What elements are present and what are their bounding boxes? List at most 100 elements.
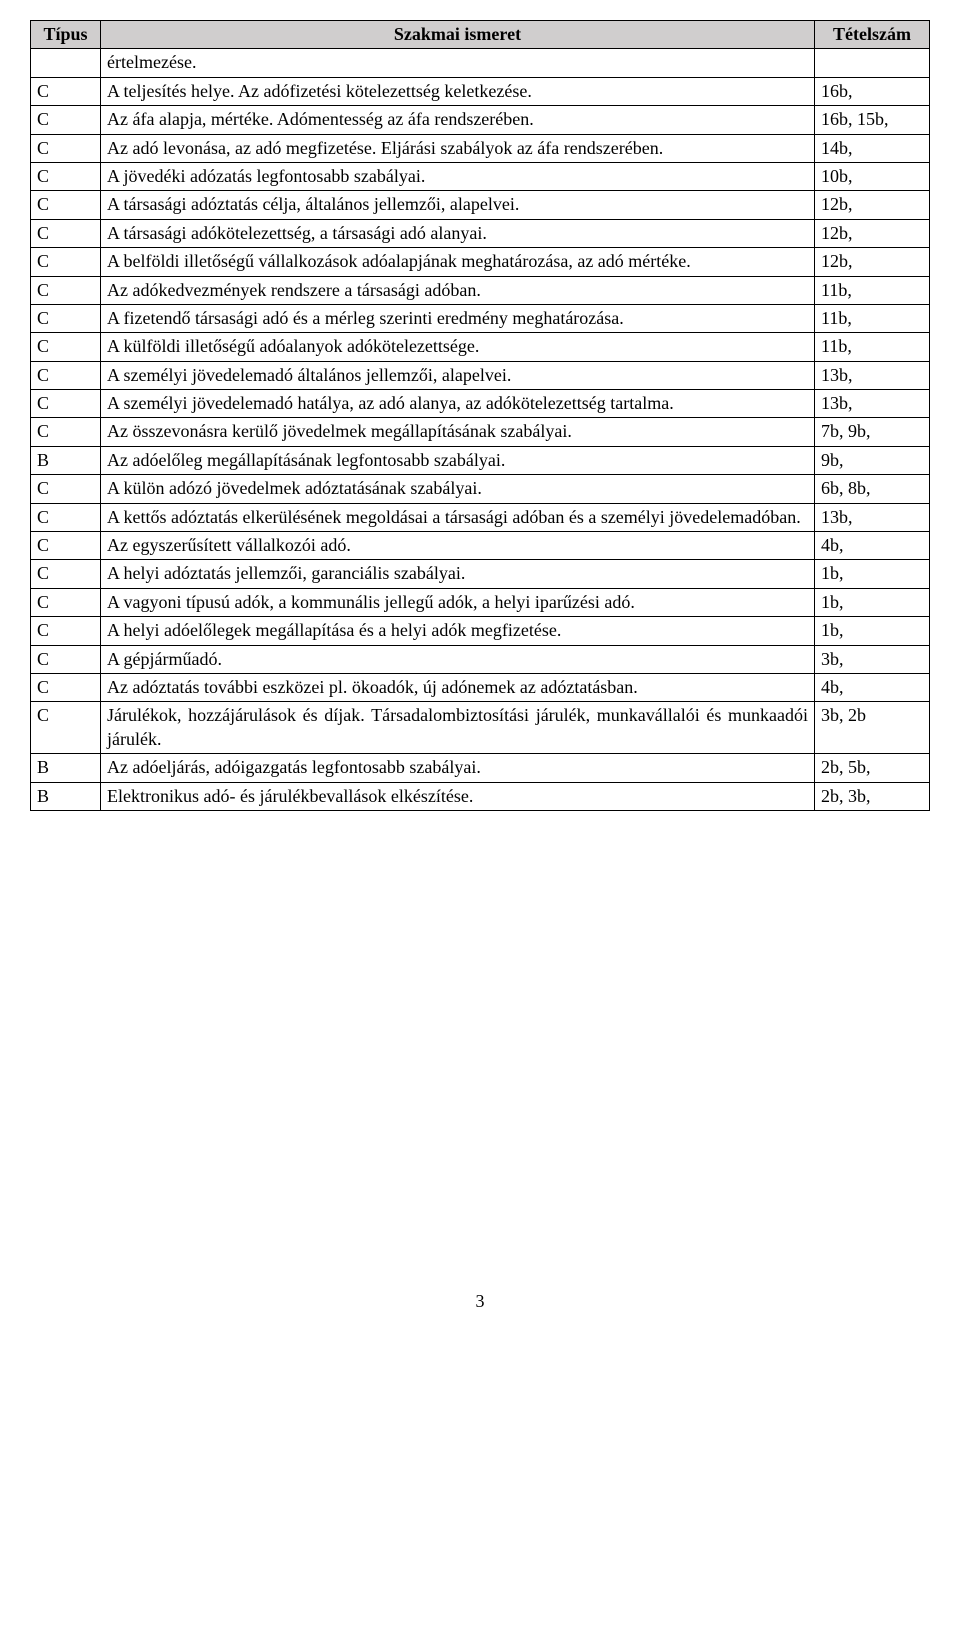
cell-type: C	[31, 645, 101, 673]
table-row: CA társasági adóztatás célja, általános …	[31, 191, 930, 219]
table-row: CAz összevonásra kerülő jövedelmek megál…	[31, 418, 930, 446]
table-row: CA külföldi illetőségű adóalanyok adóköt…	[31, 333, 930, 361]
cell-itemnum: 6b, 8b,	[815, 475, 930, 503]
cell-itemnum: 4b,	[815, 673, 930, 701]
cell-type: C	[31, 304, 101, 332]
cell-itemnum: 12b,	[815, 191, 930, 219]
table-row: CA jövedéki adózatás legfontosabb szabál…	[31, 162, 930, 190]
cell-itemnum: 14b,	[815, 134, 930, 162]
cell-type: C	[31, 588, 101, 616]
cell-itemnum: 16b, 15b,	[815, 106, 930, 134]
cell-type: C	[31, 77, 101, 105]
page-number: 3	[30, 1291, 930, 1312]
cell-itemnum: 11b,	[815, 304, 930, 332]
table-row: CA teljesítés helye. Az adófizetési köte…	[31, 77, 930, 105]
cell-itemnum: 1b,	[815, 560, 930, 588]
cell-subject: A külön adózó jövedelmek adóztatásának s…	[101, 475, 815, 503]
table-row: CA társasági adókötelezettség, a társasá…	[31, 219, 930, 247]
cell-type: C	[31, 617, 101, 645]
cell-itemnum: 1b,	[815, 588, 930, 616]
cell-type: C	[31, 219, 101, 247]
cell-type	[31, 49, 101, 77]
cell-subject: A belföldi illetőségű vállalkozások adóa…	[101, 248, 815, 276]
cell-type: C	[31, 162, 101, 190]
header-type: Típus	[31, 21, 101, 49]
table-row: BAz adóeljárás, adóigazgatás legfontosab…	[31, 754, 930, 782]
cell-itemnum: 1b,	[815, 617, 930, 645]
table-row: CA személyi jövedelemadó általános jelle…	[31, 361, 930, 389]
table-row: CA kettős adóztatás elkerülésének megold…	[31, 503, 930, 531]
cell-subject: A külföldi illetőségű adóalanyok adóköte…	[101, 333, 815, 361]
cell-type: C	[31, 106, 101, 134]
header-itemnum: Tételszám	[815, 21, 930, 49]
cell-itemnum: 13b,	[815, 390, 930, 418]
cell-type: C	[31, 191, 101, 219]
cell-type: C	[31, 532, 101, 560]
cell-subject: A gépjárműadó.	[101, 645, 815, 673]
table-row: értelmezése.	[31, 49, 930, 77]
table-row: CA vagyoni típusú adók, a kommunális jel…	[31, 588, 930, 616]
table-body: értelmezése.CA teljesítés helye. Az adóf…	[31, 49, 930, 811]
cell-subject: Az adóztatás további eszközei pl. ökoadó…	[101, 673, 815, 701]
cell-subject: A vagyoni típusú adók, a kommunális jell…	[101, 588, 815, 616]
table-row: CA személyi jövedelemadó hatálya, az adó…	[31, 390, 930, 418]
cell-type: C	[31, 134, 101, 162]
cell-subject: Az adó levonása, az adó megfizetése. Elj…	[101, 134, 815, 162]
cell-itemnum: 13b,	[815, 361, 930, 389]
cell-subject: Az adóeljárás, adóigazgatás legfontosabb…	[101, 754, 815, 782]
cell-itemnum: 3b, 2b	[815, 702, 930, 754]
table-row: BAz adóelőleg megállapításának legfontos…	[31, 446, 930, 474]
cell-itemnum: 7b, 9b,	[815, 418, 930, 446]
cell-subject: A jövedéki adózatás legfontosabb szabály…	[101, 162, 815, 190]
cell-type: B	[31, 754, 101, 782]
cell-type: C	[31, 276, 101, 304]
main-table: Típus Szakmai ismeret Tételszám értelmez…	[30, 20, 930, 811]
cell-itemnum: 9b,	[815, 446, 930, 474]
cell-subject: Az adókedvezmények rendszere a társasági…	[101, 276, 815, 304]
header-subject: Szakmai ismeret	[101, 21, 815, 49]
table-row: CA helyi adóelőlegek megállapítása és a …	[31, 617, 930, 645]
table-row: CA helyi adóztatás jellemzői, garanciáli…	[31, 560, 930, 588]
cell-itemnum: 13b,	[815, 503, 930, 531]
table-row: CA gépjárműadó.3b,	[31, 645, 930, 673]
cell-type: B	[31, 446, 101, 474]
cell-subject: A helyi adóelőlegek megállapítása és a h…	[101, 617, 815, 645]
cell-type: B	[31, 782, 101, 810]
cell-itemnum: 2b, 3b,	[815, 782, 930, 810]
cell-subject: Az áfa alapja, mértéke. Adómentesség az …	[101, 106, 815, 134]
cell-subject: A társasági adóztatás célja, általános j…	[101, 191, 815, 219]
table-row: CAz adókedvezmények rendszere a társaság…	[31, 276, 930, 304]
cell-type: C	[31, 390, 101, 418]
table-row: CA fizetendő társasági adó és a mérleg s…	[31, 304, 930, 332]
table-row: CAz egyszerűsített vállalkozói adó.4b,	[31, 532, 930, 560]
table-row: BElektronikus adó- és járulékbevallások …	[31, 782, 930, 810]
document-page: Típus Szakmai ismeret Tételszám értelmez…	[30, 20, 930, 1312]
cell-type: C	[31, 418, 101, 446]
cell-itemnum	[815, 49, 930, 77]
cell-itemnum: 11b,	[815, 276, 930, 304]
cell-type: C	[31, 248, 101, 276]
cell-subject: Az összevonásra kerülő jövedelmek megáll…	[101, 418, 815, 446]
table-row: CAz adó levonása, az adó megfizetése. El…	[31, 134, 930, 162]
table-row: CAz áfa alapja, mértéke. Adómentesség az…	[31, 106, 930, 134]
cell-subject: A helyi adóztatás jellemzői, garanciális…	[101, 560, 815, 588]
cell-type: C	[31, 702, 101, 754]
cell-type: C	[31, 673, 101, 701]
cell-subject: A kettős adóztatás elkerülésének megoldá…	[101, 503, 815, 531]
cell-type: C	[31, 503, 101, 531]
cell-type: C	[31, 475, 101, 503]
table-row: CAz adóztatás további eszközei pl. ökoad…	[31, 673, 930, 701]
table-row: CJárulékok, hozzájárulások és díjak. Tár…	[31, 702, 930, 754]
table-header: Típus Szakmai ismeret Tételszám	[31, 21, 930, 49]
cell-subject: Járulékok, hozzájárulások és díjak. Társ…	[101, 702, 815, 754]
table-row: CA belföldi illetőségű vállalkozások adó…	[31, 248, 930, 276]
cell-subject: A társasági adókötelezettség, a társaság…	[101, 219, 815, 247]
cell-itemnum: 16b,	[815, 77, 930, 105]
cell-itemnum: 10b,	[815, 162, 930, 190]
cell-subject: Az egyszerűsített vállalkozói adó.	[101, 532, 815, 560]
cell-subject: A személyi jövedelemadó általános jellem…	[101, 361, 815, 389]
cell-subject: Az adóelőleg megállapításának legfontosa…	[101, 446, 815, 474]
cell-itemnum: 12b,	[815, 248, 930, 276]
cell-itemnum: 11b,	[815, 333, 930, 361]
cell-subject: A teljesítés helye. Az adófizetési kötel…	[101, 77, 815, 105]
